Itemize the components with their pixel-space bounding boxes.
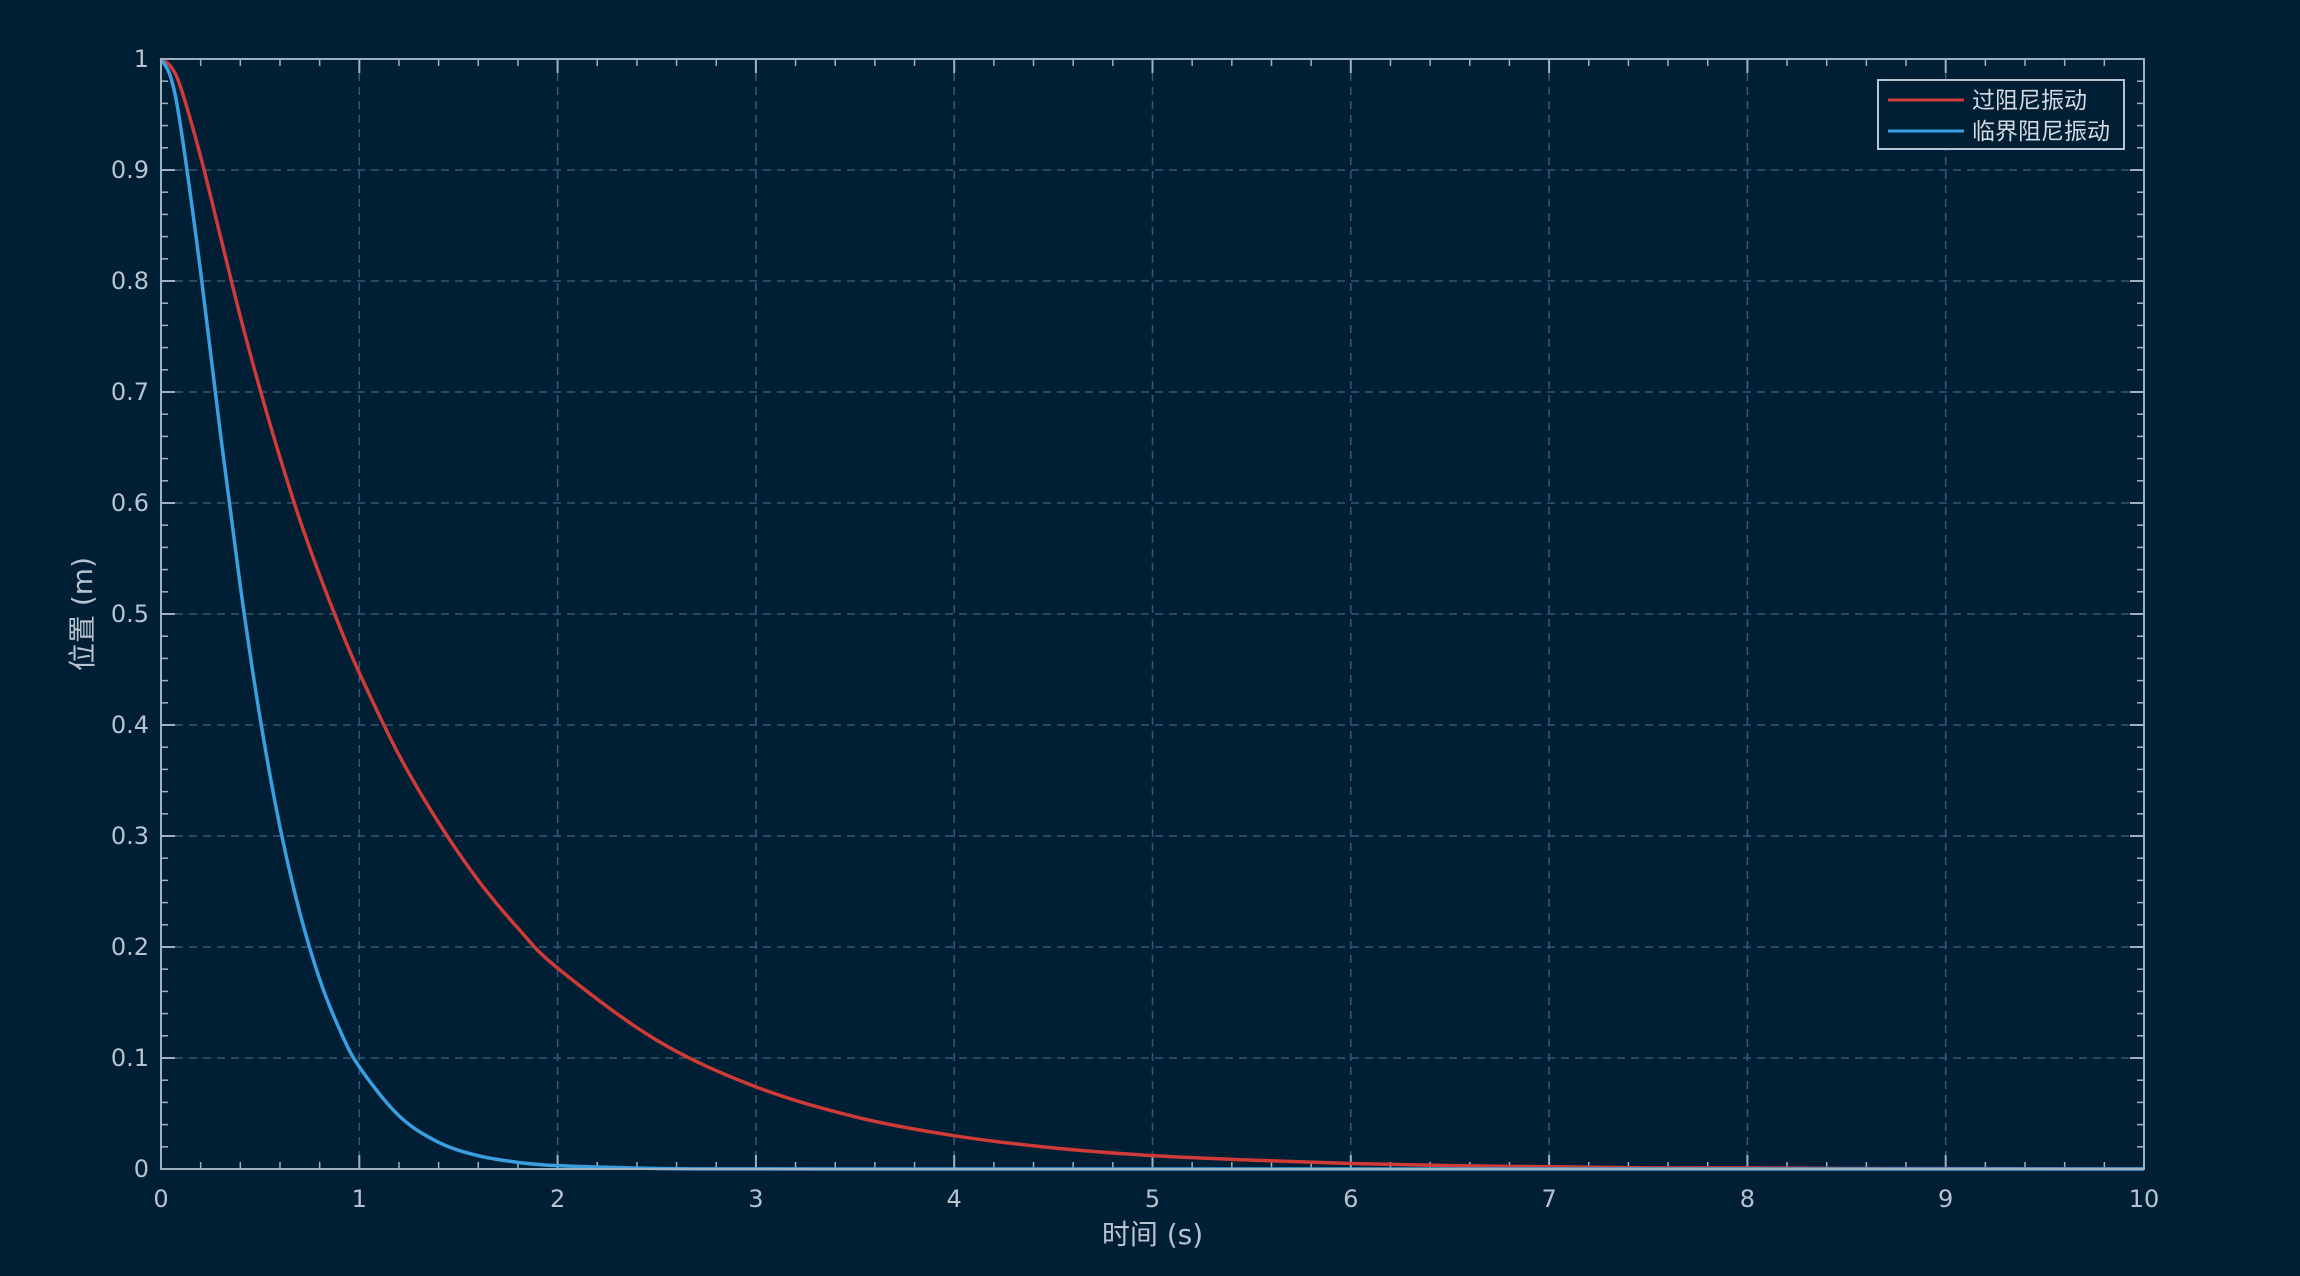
x-tick-label: 2	[550, 1185, 565, 1213]
y-tick-label: 0.6	[111, 489, 149, 517]
plot-frame	[160, 58, 2145, 1170]
x-tick-label: 8	[1740, 1185, 1755, 1213]
y-axis-title: 位置 (m)	[66, 557, 99, 671]
x-tick-label: 5	[1145, 1185, 1160, 1213]
y-tick-label: 0.4	[111, 711, 149, 739]
x-tick-label: 0	[153, 1185, 168, 1213]
y-tick-labels: 0 0.1 0.2 0.3 0.4 0.5 0.6 0.7 0.8 0.9 1	[111, 45, 149, 1183]
legend-label-critical: 临界阻尼振动	[1972, 119, 2110, 145]
x-tick-label: 7	[1541, 1185, 1556, 1213]
x-axis-title: 时间 (s)	[1102, 1218, 1203, 1251]
x-tick-label: 9	[1938, 1185, 1953, 1213]
x-tick-label: 1	[352, 1185, 367, 1213]
legend: 过阻尼振动 临界阻尼振动	[1877, 79, 2125, 150]
y-tick-label: 0.2	[111, 933, 149, 961]
x-tick-label: 6	[1343, 1185, 1358, 1213]
legend-box	[1877, 79, 2125, 150]
y-tick-label: 0.8	[111, 267, 149, 295]
x-tick-label: 4	[947, 1185, 962, 1213]
y-tick-label: 0.9	[111, 156, 149, 184]
x-tick-label: 10	[2129, 1185, 2160, 1213]
legend-label-overdamped: 过阻尼振动	[1972, 88, 2087, 114]
y-tick-label: 0.7	[111, 378, 149, 406]
grid	[161, 59, 2144, 1169]
y-tick-label: 0.1	[111, 1044, 149, 1072]
y-tick-label: 0.5	[111, 600, 149, 628]
y-tick-label: 0.3	[111, 822, 149, 850]
y-tick-label: 1	[134, 45, 149, 73]
x-tick-label: 3	[748, 1185, 763, 1213]
x-tick-labels: 0 1 2 3 4 5 6 7 8 9 10	[153, 1185, 2159, 1213]
y-tick-label: 0	[134, 1155, 149, 1183]
